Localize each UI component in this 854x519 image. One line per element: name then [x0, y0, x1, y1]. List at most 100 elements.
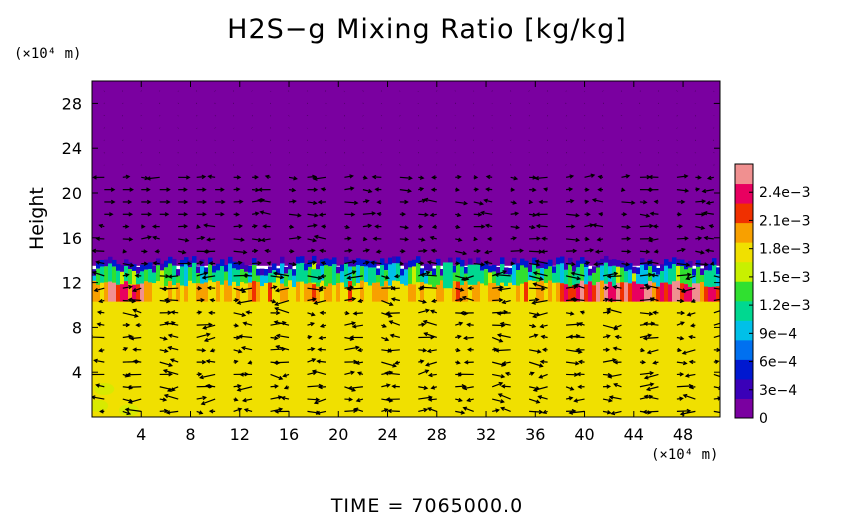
wind-vector-head [604, 285, 610, 291]
interface-cell [548, 266, 553, 281]
wind-vector [566, 262, 575, 266]
interface-cell [716, 274, 720, 287]
wind-vector [307, 287, 323, 291]
wind-vector-head [645, 213, 651, 218]
enriched-band-cell [112, 282, 117, 302]
interface-cell [588, 268, 593, 276]
wind-vector-head [236, 387, 242, 392]
wind-vector-head [495, 408, 500, 413]
interface-cell [416, 256, 421, 263]
wind-vector [201, 398, 216, 405]
enriched-band-cell [316, 286, 321, 302]
wind-vector [502, 299, 511, 304]
interface-cell [300, 256, 305, 263]
wind-vector-head [604, 297, 610, 302]
wind-vector-head [585, 260, 591, 266]
wind-vector-head [510, 187, 516, 192]
interface-cell [128, 269, 133, 285]
interface-cell [324, 258, 329, 266]
interface-cell [620, 267, 625, 283]
wind-vector [243, 398, 253, 402]
interface-cell [284, 273, 289, 287]
wind-vector [676, 385, 693, 388]
wind-vector-head [319, 310, 325, 316]
wind-vector-head [458, 397, 463, 403]
x-axis-unit: (×10⁴ m) [651, 447, 719, 463]
interface-cell [392, 256, 397, 264]
wind-vector [344, 270, 356, 277]
wind-vector-head [702, 210, 708, 216]
wind-vector-head [681, 350, 687, 355]
interface-cell [288, 269, 293, 281]
wind-vector-head [626, 236, 632, 241]
wind-vector [565, 285, 577, 289]
wind-vector-head [536, 349, 542, 354]
wind-vector [424, 332, 437, 339]
colorbar-segment [735, 203, 753, 224]
wind-vector-head [274, 335, 279, 341]
wind-vector-head [233, 359, 239, 365]
wind-vector [202, 275, 216, 279]
wind-vector-head [404, 225, 410, 230]
interface-cell [480, 270, 485, 284]
wind-vector-head [424, 369, 430, 374]
interface-cell [676, 265, 681, 281]
interface-cell [464, 266, 469, 274]
wind-vector-head [473, 175, 479, 180]
wind-vector-head [242, 250, 248, 255]
interface-cell [160, 270, 165, 287]
wind-vector-head [455, 347, 461, 353]
wind-vector [643, 410, 659, 413]
upper-layer [92, 81, 720, 266]
wind-vector-head [147, 235, 152, 240]
wind-vector-head [407, 188, 412, 193]
wind-vector-head [197, 286, 203, 291]
interface-cell [112, 266, 117, 283]
enriched-band-cell [472, 283, 477, 302]
enriched-band-cell [268, 282, 273, 302]
enriched-band-cell [484, 285, 489, 302]
wind-vector-head [577, 384, 582, 390]
wind-vector [385, 372, 400, 376]
wind-vector-head [535, 399, 541, 404]
wind-vector [532, 299, 548, 304]
interface-cell [528, 265, 533, 272]
interface-cell [312, 255, 317, 263]
wind-vector-head [387, 408, 392, 414]
enriched-band-cell [436, 284, 441, 302]
wind-vector [133, 360, 142, 363]
interface-cell [544, 262, 549, 269]
wind-vector-head [166, 199, 171, 205]
wind-vector-head [220, 187, 225, 192]
wind-vector-head [311, 358, 317, 363]
wind-vector [608, 373, 622, 378]
wind-vector-head [235, 187, 241, 192]
wind-vector [650, 212, 659, 215]
wind-vector [344, 336, 354, 340]
interface-cell [352, 266, 357, 286]
interface-cell [568, 264, 573, 287]
wind-vector [426, 361, 437, 366]
interface-cell [672, 257, 677, 265]
enriched-band-cell [300, 281, 305, 302]
colorbar-segment [735, 398, 753, 419]
interface-cell [624, 271, 629, 283]
wind-vector-head [98, 223, 104, 229]
wind-vector-head [686, 312, 692, 317]
interface-cell [276, 268, 281, 276]
wind-vector [204, 224, 216, 228]
wind-vector-head [292, 262, 297, 267]
wind-vector-head [272, 271, 278, 276]
interface-cell [700, 268, 705, 276]
wind-vector-head [685, 276, 690, 281]
wind-vector [713, 275, 720, 278]
bottom-patch [92, 399, 109, 412]
colorbar-tick-label: 9e−4 [759, 326, 797, 342]
interface-cell [228, 256, 233, 264]
x-tick-label: 44 [624, 425, 644, 444]
wind-vector [492, 398, 504, 403]
enriched-band-cell [396, 281, 401, 302]
interface-cell [424, 270, 429, 284]
interface-cell [404, 269, 409, 286]
wind-vector-head [365, 260, 370, 265]
